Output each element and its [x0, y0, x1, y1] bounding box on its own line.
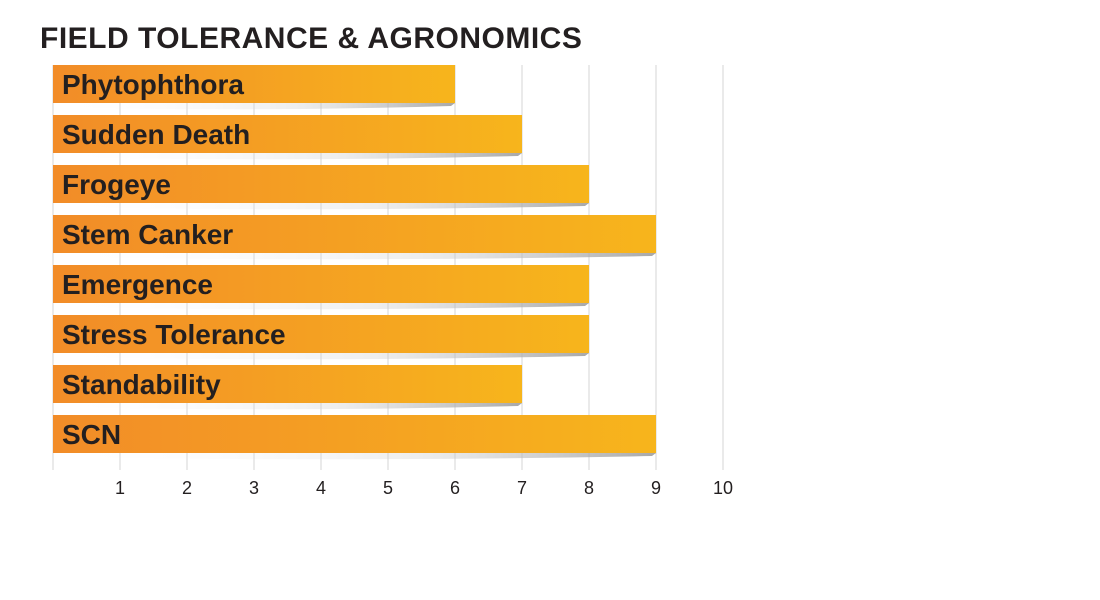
bar-label: Stem Canker [62, 219, 233, 250]
x-axis-ticks: 1 2 3 4 5 6 7 8 9 10 [115, 478, 733, 498]
bar-group: Phytophthora [53, 65, 455, 110]
bar [53, 415, 656, 453]
bar-group: Frogeye [53, 165, 589, 210]
bar-shadow [53, 203, 589, 210]
bar [53, 65, 455, 103]
bar-group: Stress Tolerance [53, 315, 589, 360]
x-tick-label: 7 [517, 478, 527, 498]
x-tick-label: 2 [182, 478, 192, 498]
chart-title: FIELD TOLERANCE & AGRONOMICS [40, 22, 583, 55]
bar-shadow [53, 303, 589, 310]
bar-label: Phytophthora [62, 69, 244, 100]
x-tick-label: 1 [115, 478, 125, 498]
bar-label: Sudden Death [62, 119, 250, 150]
bar-group: Standability [53, 365, 522, 410]
bar-label: SCN [62, 419, 121, 450]
bar-shadow [53, 153, 522, 160]
bar-label: Emergence [62, 269, 213, 300]
bar [53, 115, 522, 153]
bar [53, 365, 522, 403]
x-tick-label: 8 [584, 478, 594, 498]
bar-label: Stress Tolerance [62, 319, 286, 350]
bar-shadow [53, 453, 656, 460]
x-tick-label: 9 [651, 478, 661, 498]
bar [53, 165, 589, 203]
bar-group: Stem Canker [53, 215, 656, 260]
bar-group: SCN [53, 415, 656, 460]
bar-shadow [53, 103, 455, 110]
bar-label: Frogeye [62, 169, 171, 200]
x-tick-label: 5 [383, 478, 393, 498]
bar-shadow [53, 403, 522, 410]
bar [53, 215, 656, 253]
bar-shadow [53, 353, 589, 360]
bar-label: Standability [62, 369, 221, 400]
bar [53, 315, 589, 353]
x-tick-label: 10 [713, 478, 733, 498]
x-tick-label: 4 [316, 478, 326, 498]
x-tick-label: 6 [450, 478, 460, 498]
bar-shadow [53, 253, 656, 260]
bar-group: Emergence [53, 265, 589, 310]
bar-group: Sudden Death [53, 115, 522, 160]
bars: Phytophthora Sudden Death Frogeye Stem Cank… [53, 65, 656, 460]
x-tick-label: 3 [249, 478, 259, 498]
bar [53, 265, 589, 303]
